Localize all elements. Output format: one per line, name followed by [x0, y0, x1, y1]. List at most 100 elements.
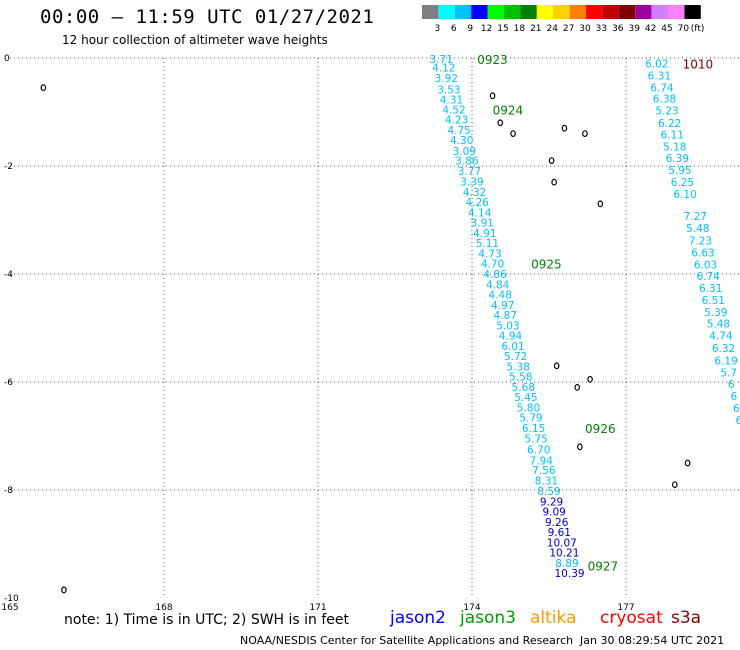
- satellite-jason2: jason2: [390, 608, 446, 628]
- wave-height-value: 9.61: [548, 527, 571, 539]
- wave-height-value: 9.09: [542, 507, 565, 519]
- legend-swatch: [504, 5, 521, 19]
- wave-height-value: 4.73: [478, 248, 501, 260]
- wave-height-value: 4.32: [463, 187, 486, 199]
- wave-height-value: 7.27: [684, 211, 707, 223]
- wave-height-value: 4.74: [709, 331, 733, 343]
- wave-height-value: 6.74: [696, 271, 720, 283]
- legend-label: 33: [596, 24, 607, 34]
- wave-height-value: 4.86: [483, 269, 507, 281]
- wave-height-value: 10.21: [549, 548, 579, 560]
- wave-height-value: 3.86: [455, 156, 479, 168]
- lat-tick-label: 0: [4, 54, 10, 64]
- pass-time-label: 0924: [493, 103, 524, 117]
- legend-label: 12: [481, 24, 492, 34]
- wave-height-value: 5.58: [509, 372, 532, 384]
- wave-height-value: 3.39: [460, 177, 483, 189]
- wave-height-value: 4.26: [465, 197, 489, 209]
- lon-tick-label: 168: [155, 603, 172, 613]
- lat-tick-label: -2: [4, 162, 13, 172]
- wave-height-value: 4.30: [450, 135, 473, 147]
- wave-height-value: 6.01: [501, 341, 524, 353]
- wave-height-value: 5.68: [512, 382, 535, 394]
- wave-height-value: 5.72: [504, 351, 527, 363]
- legend-swatch: [618, 5, 636, 19]
- legend-label: 70: [678, 24, 690, 34]
- wave-height-value: 8.89: [555, 558, 578, 570]
- wave-height-value: 4.70: [481, 259, 504, 271]
- wave-height-value: 5.7: [720, 367, 737, 379]
- pass-time-label: 0927: [588, 560, 619, 574]
- wave-height-value: 5.39: [704, 307, 727, 319]
- wave-height-value: 6.74: [650, 83, 674, 95]
- legend-label: 18: [514, 24, 526, 34]
- pass-time-label: 1010: [683, 57, 714, 71]
- footer-source: NOAA/NESDIS Center for Satellite Applica…: [240, 634, 574, 647]
- wave-height-value: 4.97: [491, 300, 514, 312]
- lat-tick-label: -10: [4, 594, 19, 604]
- legend-swatch: [684, 5, 701, 19]
- page-title: 00:00 – 11:59 UTC 01/27/2021: [40, 6, 375, 28]
- wave-height-value: 6.02: [645, 58, 668, 70]
- legend-swatch: [454, 5, 472, 19]
- wave-height-value: 5.80: [517, 402, 540, 414]
- island-outline: [671, 481, 678, 489]
- island-outline: [553, 362, 560, 370]
- lat-tick-label: -8: [4, 486, 13, 496]
- legend-label: 9: [467, 24, 473, 34]
- lon-tick-label: 177: [617, 603, 634, 613]
- legend-label: 45: [661, 24, 672, 34]
- pass-time-label: 0925: [531, 258, 562, 272]
- wave-height-value: 8.59: [537, 486, 560, 498]
- wave-height-value: 10.39: [555, 568, 585, 580]
- wave-height-value: 4.84: [486, 279, 510, 291]
- legend-label: 36: [612, 24, 624, 34]
- island-outline: [576, 443, 583, 451]
- legend-swatch: [471, 5, 488, 19]
- wave-height-value: 6.51: [702, 295, 725, 307]
- island-outline: [61, 586, 67, 594]
- wave-height-value: 6.25: [671, 177, 694, 189]
- wave-height-value: 4.52: [442, 104, 465, 116]
- wave-height-value: 6.31: [699, 283, 722, 295]
- wave-height-value: 6.03: [694, 259, 717, 271]
- wave-height-value: 4.75: [447, 125, 470, 137]
- wave-height-value: 6.32: [712, 343, 735, 355]
- wave-height-value: 4.48: [489, 290, 512, 302]
- legend-label: 27: [563, 24, 574, 34]
- legend-label: 3: [435, 24, 441, 34]
- legend-label: 24: [546, 24, 558, 34]
- wave-height-value: 5.23: [655, 105, 678, 117]
- wave-height-value: 6.19: [714, 355, 737, 367]
- island-outline: [497, 119, 504, 127]
- island-outline: [684, 459, 691, 467]
- wave-height-value: 4.31: [440, 95, 463, 107]
- wave-height-value: 6: [736, 415, 740, 427]
- legend-label: 30: [579, 24, 591, 34]
- legend-swatch: [487, 5, 504, 19]
- wave-height-value: 6.15: [522, 423, 545, 435]
- wave-height-value: 4.14: [468, 207, 492, 219]
- units-note: note: 1) Time is in UTC; 2) SWH is in fe…: [64, 612, 350, 628]
- wave-height-value: 6.39: [666, 153, 689, 165]
- island-outline: [489, 92, 496, 100]
- satellite-s3a: s3a: [671, 608, 702, 628]
- wave-height-value: 4.23: [445, 115, 468, 127]
- wave-height-value: 5.95: [668, 165, 691, 177]
- wave-height-value: 5.11: [476, 238, 499, 250]
- satellite-altika: altika: [530, 608, 577, 628]
- wave-height-value: 3.53: [437, 84, 460, 96]
- legend-label: 42: [645, 24, 656, 34]
- legend-swatch: [438, 5, 455, 19]
- wave-height-value: 7.94: [530, 455, 554, 467]
- lon-tick-label: 171: [309, 603, 326, 613]
- wave-height-value: 6.63: [691, 247, 714, 259]
- wave-height-value: 5.48: [707, 319, 730, 331]
- wave-height-value: 8.31: [535, 475, 558, 487]
- legend-label: 15: [497, 24, 508, 34]
- legend-swatch: [668, 5, 685, 19]
- wave-height-value: 3.91: [471, 218, 494, 230]
- wave-height-value: 3.92: [435, 73, 458, 85]
- island-outline: [574, 384, 581, 391]
